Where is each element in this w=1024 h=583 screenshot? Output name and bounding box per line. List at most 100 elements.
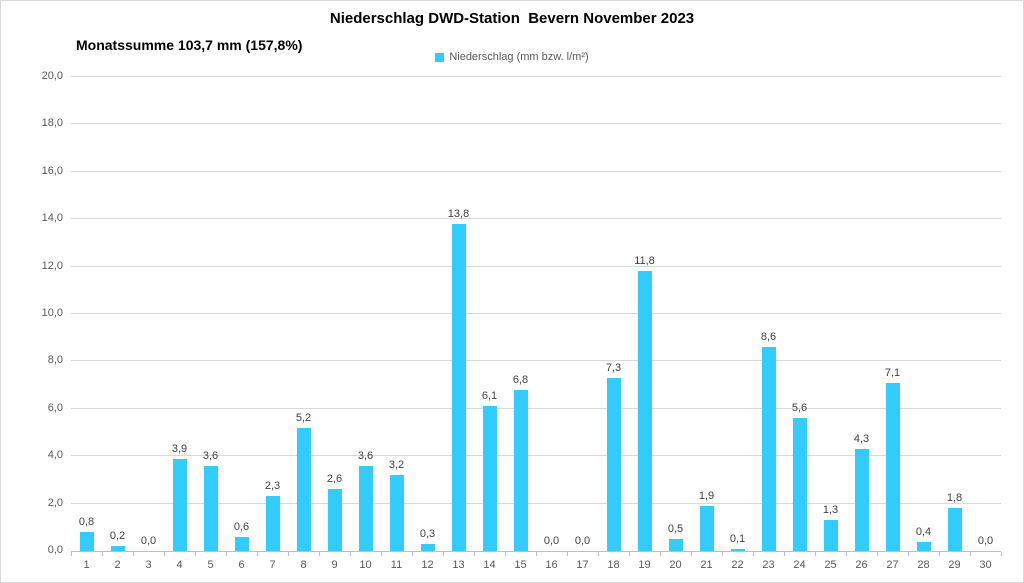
x-axis-tick-mark [412,552,413,556]
bar-value-label: 11,8 [634,255,655,267]
y-tick-label: 16,0 [41,164,63,177]
x-tick-label: 2 [114,559,121,571]
x-axis-tick-mark [133,552,134,556]
x-axis-tick-mark [939,552,940,556]
bar [668,539,683,551]
x-axis-tick-mark [846,552,847,556]
x-axis-tick-mark [195,552,196,556]
bar-value-label: 0,0 [543,535,560,547]
gridline [71,218,1001,220]
x-axis-tick-mark [1001,552,1002,556]
bar [358,466,373,551]
x-axis-tick-mark [598,552,599,556]
x-axis-line [71,551,1001,552]
bar-value-label: 6,1 [481,390,498,402]
gridline [71,265,1001,267]
x-tick-label: 1 [83,559,90,571]
x-tick-label: 26 [855,559,868,571]
bar [947,508,962,551]
gridline [71,407,1001,409]
bar [885,383,900,551]
gridline [71,123,1001,125]
bar [823,520,838,551]
bar [327,489,342,551]
bar-value-label: 0,0 [140,535,157,547]
x-axis-tick-mark [474,552,475,556]
bar [637,271,652,551]
x-tick-label: 17 [576,559,589,571]
bar [296,428,311,551]
bar-value-label: 0,6 [233,521,250,533]
x-axis-tick-mark [784,552,785,556]
bar-value-label: 4,3 [853,433,870,445]
bar-value-label: 0,3 [419,528,436,540]
x-tick-label: 14 [483,559,496,571]
bar-value-label: 1,8 [946,492,963,504]
gridline [71,313,1001,314]
y-tick-label: 12,0 [41,259,63,272]
bar [699,506,714,551]
bar-value-label: 2,6 [326,473,343,485]
x-axis-tick-mark [381,552,382,556]
x-axis-tick-mark [257,552,258,556]
x-tick-label: 20 [669,559,682,571]
bar [265,496,280,551]
bar-value-label: 3,2 [388,459,405,471]
x-tick-label: 8 [300,559,307,571]
x-axis-tick-mark [660,552,661,556]
x-tick-label: 23 [762,559,775,571]
bar [420,544,435,551]
x-axis-tick-mark [505,552,506,556]
x-axis-tick-mark [691,552,692,556]
y-tick-label: 0,0 [47,544,63,556]
bar-value-label: 1,3 [822,504,839,516]
bar-value-label: 7,3 [605,362,622,374]
bar-value-label: 0,0 [574,535,591,547]
bar [203,466,218,551]
bar-value-label: 3,9 [171,443,188,455]
x-axis-tick-mark [71,552,72,556]
x-tick-label: 15 [514,559,527,571]
bar-value-label: 8,6 [760,331,777,343]
x-axis-tick-mark [753,552,754,556]
bar-value-label: 7,1 [884,367,901,379]
bar [854,449,869,551]
bar [79,532,94,551]
gridline [71,360,1001,362]
bar [451,224,466,551]
x-axis-tick-mark [567,552,568,556]
x-axis-tick-mark [970,552,971,556]
bar-value-label: 3,6 [357,450,374,462]
bar [110,546,125,551]
x-axis-tick-mark [164,552,165,556]
bar [482,406,497,551]
y-tick-label: 14,0 [41,212,63,225]
y-tick-label: 6,0 [47,401,63,414]
legend-label: Niederschlag (mm bzw. l/m²) [449,51,589,63]
x-axis-tick-mark [722,552,723,556]
x-axis-tick-mark [443,552,444,556]
bar-value-label: 0,8 [78,516,95,528]
y-tick-label: 8,0 [47,354,63,367]
bar [761,347,776,551]
x-axis-tick-mark [102,552,103,556]
x-axis-tick-mark [319,552,320,556]
legend: Niederschlag (mm bzw. l/m²) [1,51,1023,63]
chart-title: Niederschlag DWD-Station Bevern November… [329,10,695,27]
x-tick-label: 10 [359,559,372,571]
bar [389,475,404,551]
x-axis-tick-mark [629,552,630,556]
bar-value-label: 0,1 [729,533,746,545]
y-tick-label: 18,0 [41,117,63,130]
x-axis-tick-mark [908,552,909,556]
bar-value-label: 13,8 [447,208,470,220]
x-axis-tick-mark [288,552,289,556]
x-axis-tick-mark [536,552,537,556]
y-tick-label: 10,0 [41,307,63,319]
x-tick-label: 11 [390,559,403,571]
bar [172,459,187,551]
x-tick-label: 5 [207,559,214,571]
y-tick-label: 2,0 [47,496,63,509]
x-tick-label: 9 [331,559,338,571]
x-axis-tick-mark [815,552,816,556]
